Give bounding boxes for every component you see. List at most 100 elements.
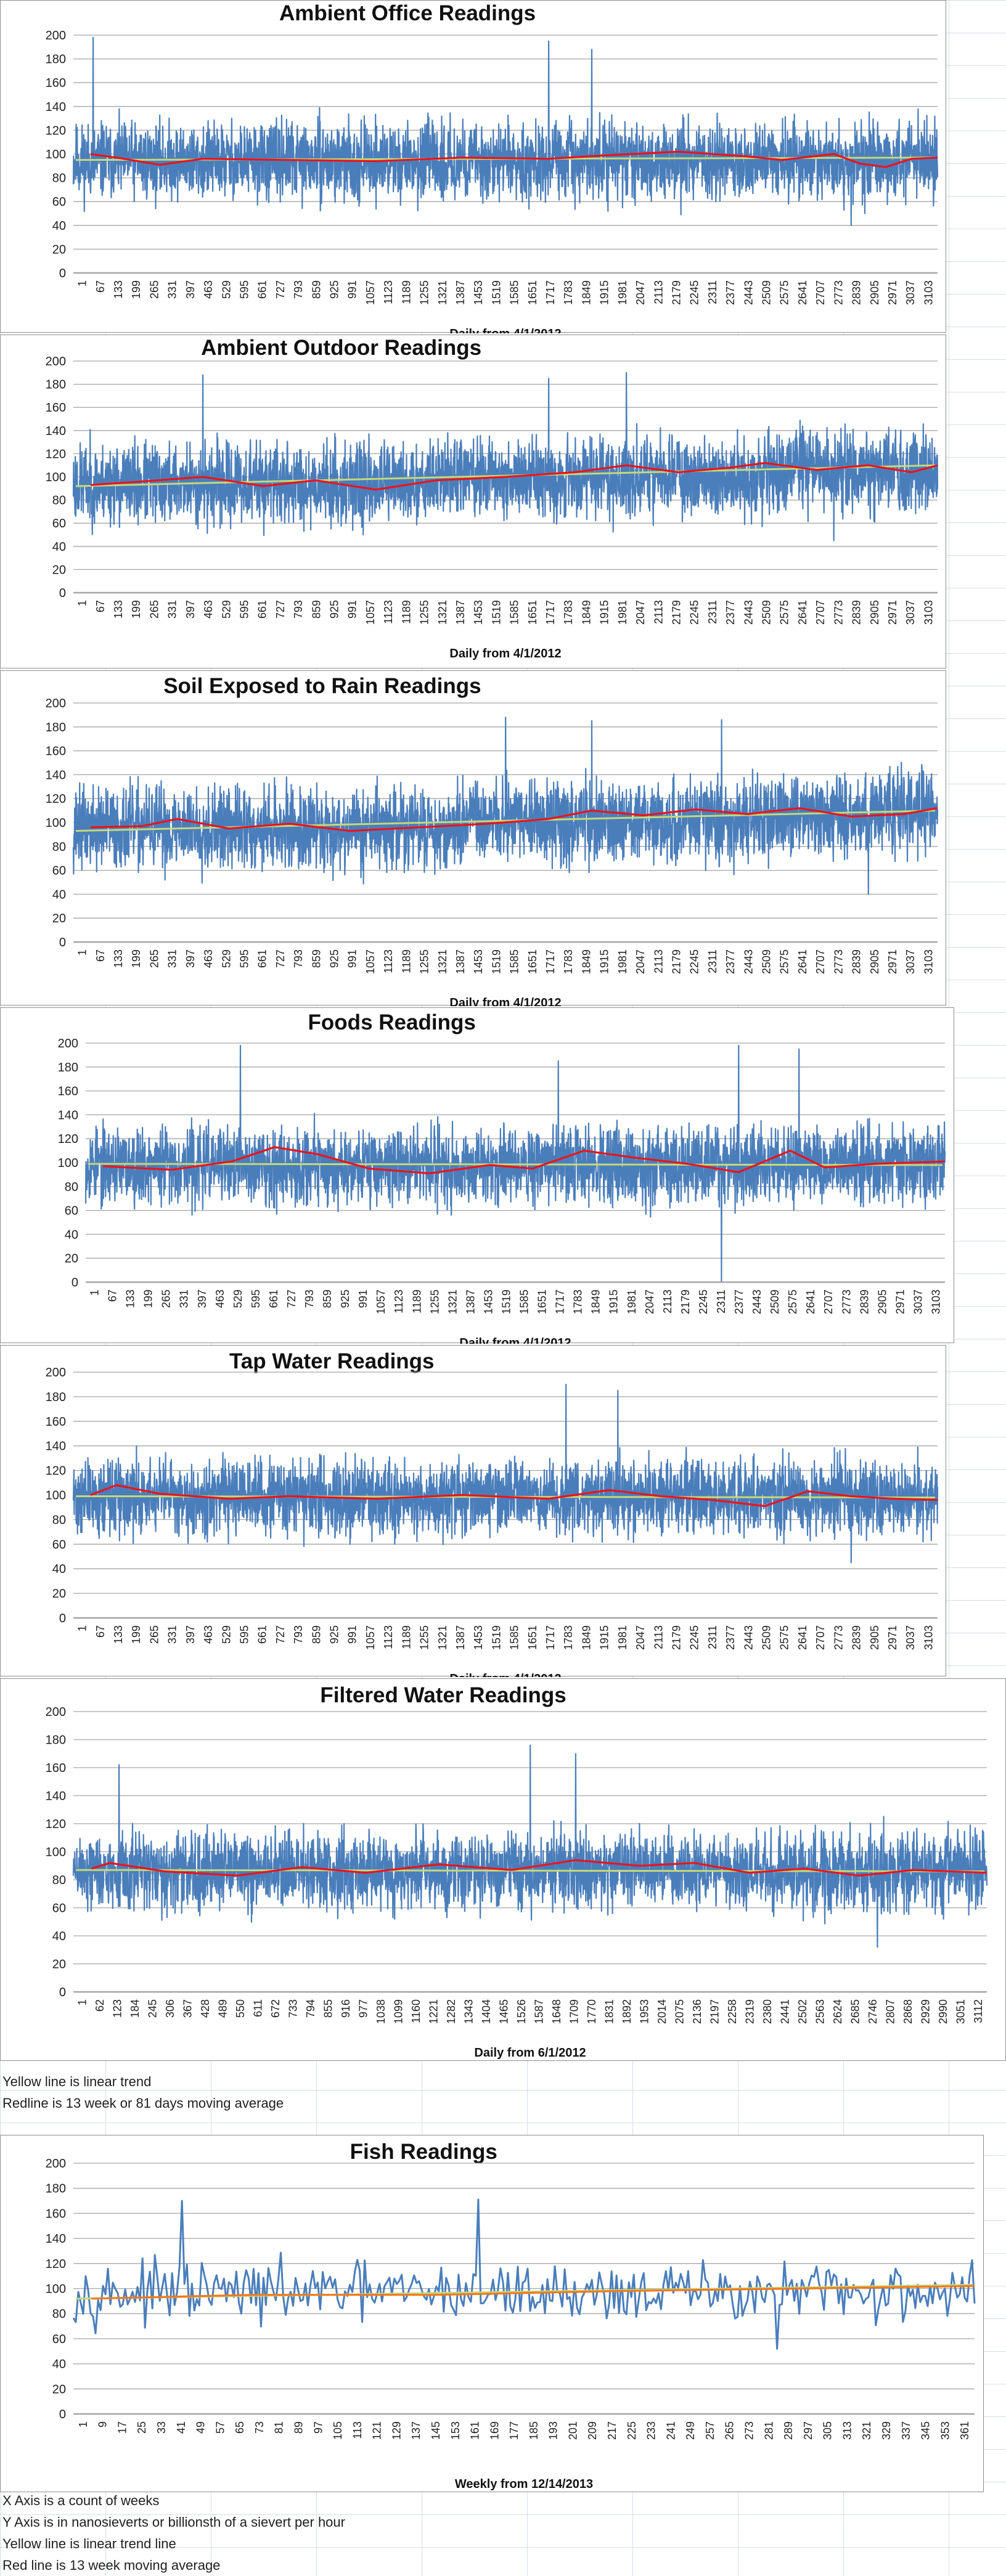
x-tick-label: 2245 (689, 1625, 701, 1650)
x-tick-label: 2839 (851, 1625, 863, 1650)
y-tick-label: 0 (59, 1612, 66, 1625)
x-tick-label: 1783 (562, 280, 575, 305)
y-tick-label: 40 (65, 1228, 78, 1241)
x-tick-label: 3037 (904, 1625, 917, 1650)
x-tick-label: 1519 (490, 1625, 502, 1650)
x-tick-label: 1831 (603, 1999, 615, 2024)
x-tick-label: 2197 (708, 1999, 721, 2024)
x-tick-label: 2575 (779, 280, 791, 305)
x-tick-label: 1981 (616, 949, 629, 974)
x-tick-label: 2641 (796, 280, 809, 305)
x-tick-label: 321 (861, 2421, 873, 2440)
readings-line (84, 1044, 946, 1282)
trend-line (75, 464, 936, 487)
notes-bottom: X Axis is a count of weeks Y Axis is in … (2, 2490, 345, 2576)
x-tick-label: 1453 (472, 280, 485, 305)
x-tick-label: 1 (76, 1999, 88, 2005)
y-tick-label: 160 (58, 1085, 78, 1099)
x-tick-label: 1519 (490, 600, 502, 625)
x-tick-label: 611 (252, 1999, 264, 2017)
x-tick-label: 265 (160, 1290, 173, 1308)
x-tick-label: 105 (332, 2421, 344, 2440)
x-tick-label: 265 (148, 280, 160, 299)
x-tick-label: 1783 (562, 1625, 575, 1650)
chart-svg: Filtered Water Readings02040608010012014… (46, 1683, 988, 2060)
x-tick-label: 2443 (751, 1290, 763, 1314)
y-tick-label: 180 (46, 1391, 66, 1404)
y-tick-label: 40 (52, 1930, 66, 1943)
x-tick-label: 1585 (509, 280, 521, 305)
x-tick-label: 397 (184, 949, 197, 968)
x-tick-label: 1892 (621, 1999, 633, 2024)
x-tick-label: 2047 (644, 1290, 656, 1314)
x-tick-label: 2258 (726, 1999, 738, 2024)
x-tick-label: 133 (112, 600, 125, 619)
y-tick-label: 100 (58, 1156, 78, 1170)
x-tick-label: 1648 (550, 1999, 563, 2024)
x-tick-label: 145 (430, 2421, 442, 2440)
y-tick-label: 140 (46, 1790, 66, 1803)
x-tick-label: 2311 (706, 949, 719, 973)
y-tick-label: 120 (46, 1465, 66, 1478)
x-tick-label: 977 (357, 1999, 369, 2018)
x-tick-label: 331 (166, 280, 179, 299)
x-tick-label: 1321 (436, 600, 449, 625)
x-tick-label: 233 (645, 2421, 658, 2440)
x-tick-label: 595 (250, 1290, 262, 1308)
x-tick-label: 2641 (804, 1290, 817, 1314)
x-tick-label: 1255 (419, 949, 431, 974)
x-tick-label: 727 (274, 949, 287, 968)
y-tick-label: 0 (59, 267, 66, 280)
x-tick-label: 1526 (515, 1999, 528, 2024)
x-tick-label: 1651 (536, 1290, 549, 1314)
y-tick-label: 60 (52, 2333, 66, 2346)
readings-line (72, 36, 939, 226)
x-tick-label: 2773 (840, 1290, 853, 1314)
note-red-moving-average: Redline is 13 week or 81 days moving ave… (2, 2095, 284, 2111)
x-tick-label: 1255 (428, 1290, 441, 1314)
x-tick-label: 1123 (393, 1290, 405, 1314)
x-tick-label: 3112 (972, 1999, 984, 2023)
x-tick-label: 1981 (616, 1625, 629, 1650)
x-tick-label: 2245 (697, 1290, 710, 1314)
y-tick-label: 20 (65, 1252, 78, 1266)
x-axis-label: Daily from 4/1/2012 (449, 647, 561, 660)
x-tick-label: 3037 (904, 600, 917, 625)
x-tick-label: 3103 (922, 600, 934, 625)
y-tick-label: 100 (46, 1489, 66, 1503)
x-tick-label: 245 (146, 1999, 158, 2018)
y-tick-label: 160 (46, 401, 66, 415)
x-tick-label: 2311 (706, 280, 719, 304)
x-tick-label: 2179 (679, 1290, 692, 1314)
x-tick-label: 661 (256, 600, 269, 619)
x-tick-label: 2575 (779, 1625, 791, 1650)
x-tick-label: 137 (410, 2421, 422, 2440)
y-tick-label: 120 (58, 1132, 78, 1146)
x-tick-label: 727 (274, 1625, 287, 1644)
y-tick-label: 200 (46, 697, 66, 710)
x-tick-label: 2575 (779, 949, 791, 974)
x-tick-label: 331 (178, 1290, 190, 1308)
x-tick-label: 1717 (544, 600, 557, 625)
x-tick-label: 463 (202, 600, 215, 619)
x-tick-label: 2113 (652, 600, 665, 624)
x-tick-label: 1160 (410, 1999, 422, 2023)
x-tick-label: 2113 (652, 1625, 665, 1649)
x-tick-label: 2707 (814, 1625, 827, 1650)
x-tick-label: 1849 (580, 280, 592, 305)
x-tick-label: 2179 (670, 600, 682, 625)
x-tick-label: 337 (900, 2421, 912, 2440)
y-tick-label: 180 (46, 721, 66, 734)
x-tick-label: 1453 (472, 600, 485, 625)
x-tick-label: 2905 (869, 949, 881, 974)
y-tick-label: 40 (52, 1562, 66, 1576)
x-tick-label: 2443 (742, 949, 754, 974)
x-tick-label: 529 (220, 600, 232, 619)
y-tick-label: 120 (46, 124, 66, 137)
x-tick-label: 1189 (400, 280, 412, 304)
notes-top: Yellow line is linear trend Redline is 1… (2, 2071, 284, 2114)
x-tick-label: 1915 (608, 1290, 620, 1314)
x-tick-label: 2509 (761, 1625, 773, 1650)
x-tick-label: 1849 (580, 1625, 592, 1650)
x-tick-label: 727 (274, 600, 287, 619)
